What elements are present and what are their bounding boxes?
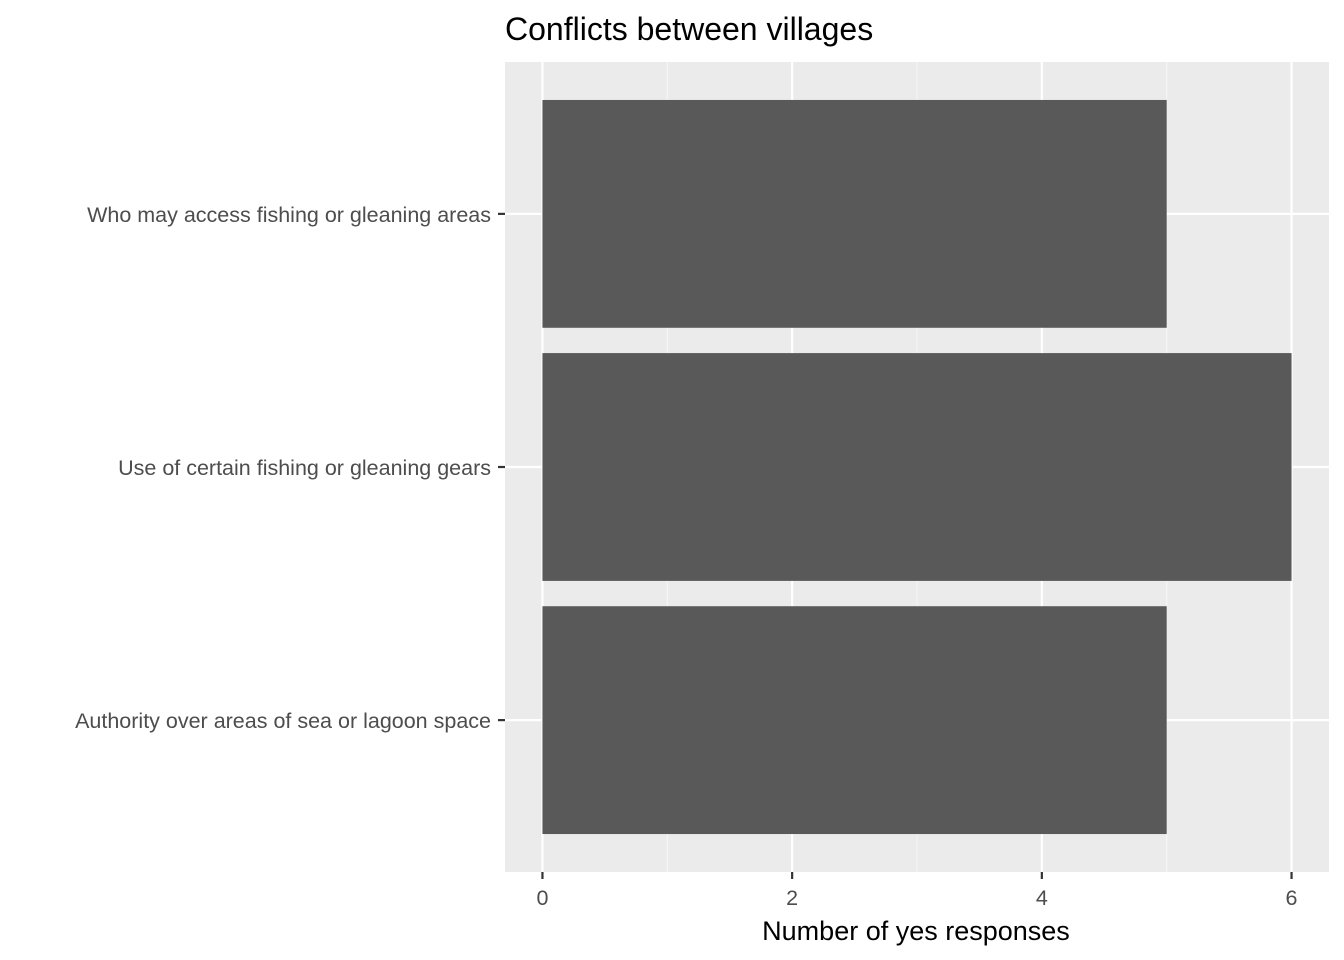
x-tick-label: 4 [1036,886,1048,910]
y-axis: Who may access fishing or gleaning areas… [75,203,505,733]
bar [542,99,1167,328]
x-axis: 0 2 4 6 [536,872,1298,910]
chart-title: Conflicts between villages [505,11,873,47]
bar [542,606,1167,835]
y-tick-label: Use of certain fishing or gleaning gears [118,456,491,480]
x-tick-label: 6 [1286,886,1298,910]
x-tick-label: 2 [786,886,798,910]
bar [542,353,1292,581]
bars [542,99,1292,835]
y-tick-label: Who may access fishing or gleaning areas [87,203,491,227]
x-tick-label: 0 [536,886,548,910]
x-axis-title: Number of yes responses [762,916,1070,946]
y-tick-label: Authority over areas of sea or lagoon sp… [75,709,491,733]
